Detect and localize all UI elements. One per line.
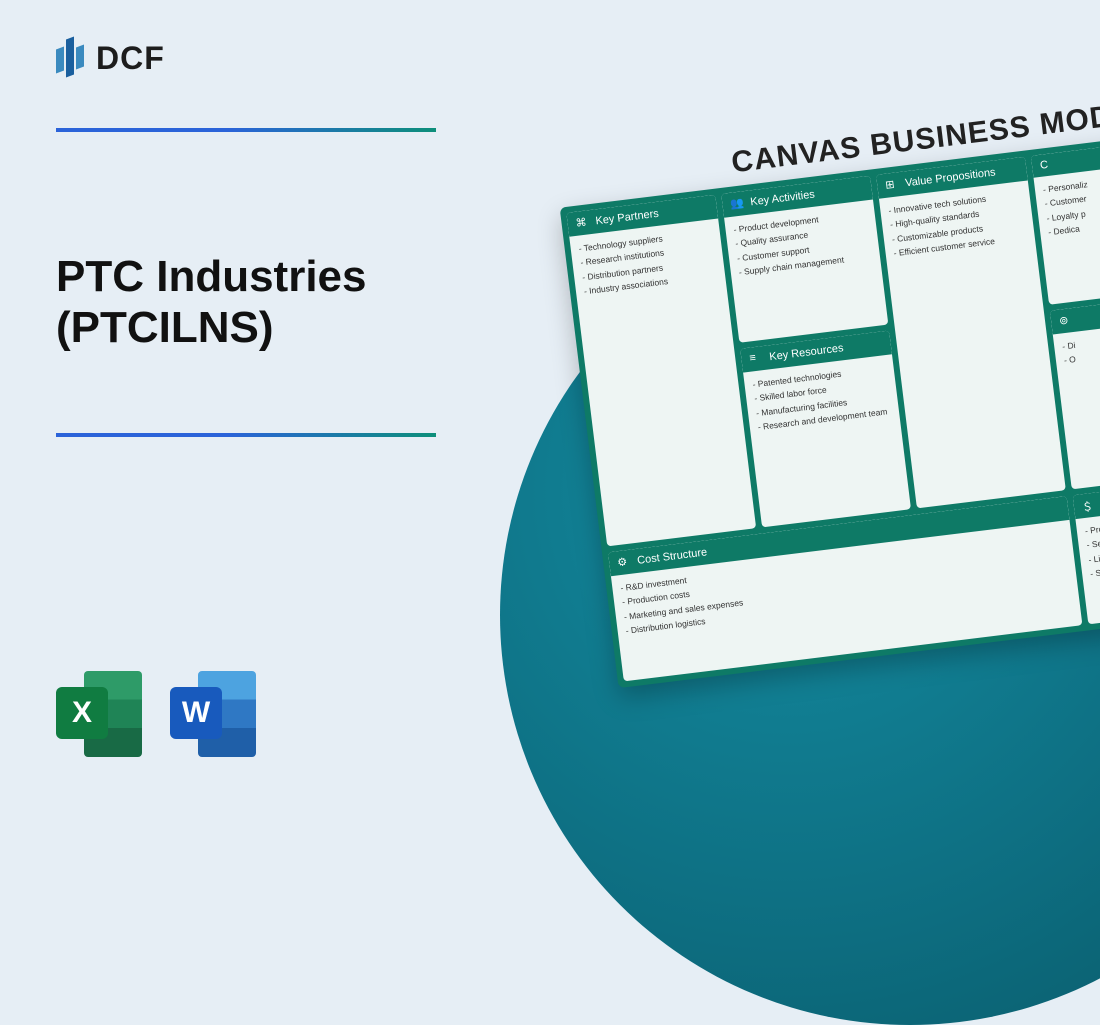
file-icons-row: X W (56, 671, 256, 757)
money-icon: ＄ (1081, 498, 1097, 514)
gift-icon: ⊞ (885, 177, 901, 193)
logo-bars-icon (56, 36, 86, 80)
card-key-activities-body: Product developmentQuality assuranceCust… (724, 199, 888, 342)
divider-top (56, 128, 436, 132)
segments-icon: ⊚ (1058, 313, 1074, 329)
sliders-icon: ⚙ (617, 555, 633, 571)
card-key-partners-body: Technology suppliersResearch institution… (569, 218, 756, 546)
logo-text: DCF (96, 40, 165, 77)
title-line-2: (PTCILNS) (56, 303, 274, 352)
link-icon: ⌘ (575, 215, 591, 231)
word-icon: W (170, 671, 256, 757)
database-icon: ≡ (749, 351, 765, 367)
card-key-activities: 👥Key Activities Product developmentQuali… (721, 176, 888, 343)
card-key-resources: ≡Key Resources Patented technologiesSkil… (740, 330, 911, 527)
excel-badge-letter: X (56, 687, 108, 739)
card-extra-top-body: PersonalizCustomerLoyalty pDedica (1034, 163, 1100, 305)
word-badge-letter: W (170, 687, 222, 739)
page-title: PTC Industries (PTCILNS) (56, 252, 476, 353)
divider-bottom (56, 433, 436, 437)
card-value-propositions-body: Innovative tech solutionsHigh-quality st… (879, 180, 1066, 508)
left-column: DCF PTC Industries (PTCILNS) (56, 36, 476, 477)
canvas-grid: ⌘Key Partners Technology suppliersResear… (560, 130, 1100, 688)
card-extra-top: C PersonalizCustomerLoyalty pDedica (1031, 141, 1100, 305)
canvas-preview: CANVAS BUSINESS MODEL ⌘Key Partners Tech… (555, 90, 1100, 688)
card-key-resources-body: Patented technologiesSkilled labor force… (743, 354, 911, 527)
title-line-1: PTC Industries (56, 252, 367, 301)
logo: DCF (56, 36, 476, 80)
excel-icon: X (56, 671, 142, 757)
people-icon: 👥 (730, 196, 746, 212)
